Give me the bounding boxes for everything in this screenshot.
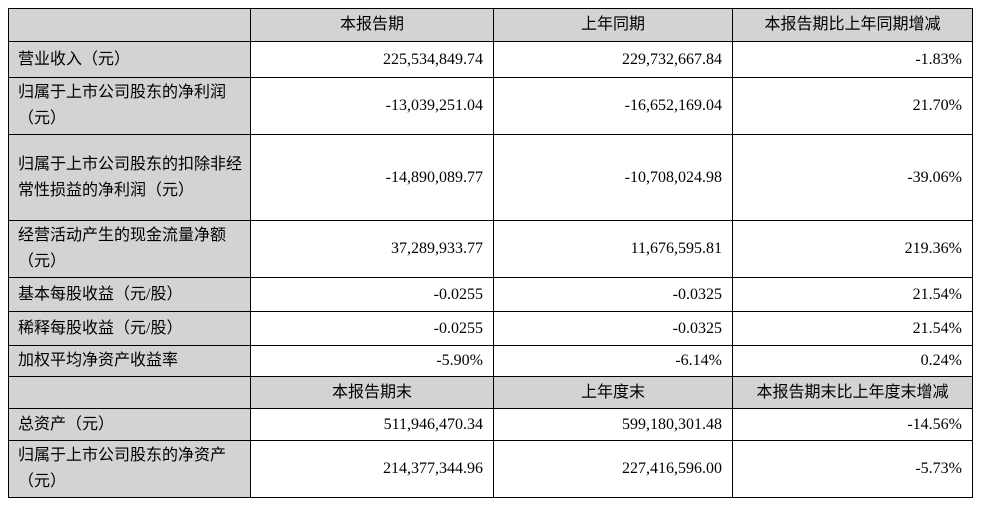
- prior-value: -10,708,024.98: [493, 134, 733, 221]
- period-end-header-row: 本报告期末 上年度末 本报告期末比上年度末增减: [8, 376, 973, 409]
- row-label: 经营活动产生的现金流量净额（元）: [8, 220, 251, 278]
- header-current-period: 本报告期: [250, 8, 494, 42]
- table-row-basic-eps: 基本每股收益（元/股） -0.0255 -0.0325 21.54%: [8, 277, 973, 312]
- row-label: 归属于上市公司股东的净利润（元）: [8, 77, 251, 135]
- change-value: 219.36%: [732, 220, 973, 278]
- prior-value: -0.0325: [493, 311, 733, 346]
- table-row-diluted-eps: 稀释每股收益（元/股） -0.0255 -0.0325 21.54%: [8, 311, 973, 346]
- row-label: 归属于上市公司股东的净资产（元）: [8, 440, 251, 498]
- table-row-net-profit: 归属于上市公司股东的净利润（元） -13,039,251.04 -16,652,…: [8, 77, 973, 135]
- table-row-net-profit-excl-nonrecurring: 归属于上市公司股东的扣除非经常性损益的净利润（元） -14,890,089.77…: [8, 134, 973, 221]
- period-header-row: 本报告期 上年同期 本报告期比上年同期增减: [8, 8, 973, 42]
- header-blank-cell: [8, 8, 251, 42]
- current-value: -13,039,251.04: [250, 77, 494, 135]
- row-label: 归属于上市公司股东的扣除非经常性损益的净利润（元）: [8, 134, 251, 221]
- prior-value: 229,732,667.84: [493, 41, 733, 78]
- header-current-period-end: 本报告期末: [250, 376, 494, 409]
- change-value: -5.73%: [732, 440, 973, 498]
- table-row-weighted-avg-roe: 加权平均净资产收益率 -5.90% -6.14% 0.24%: [8, 345, 973, 377]
- prior-value: 599,180,301.48: [493, 408, 733, 441]
- table-row-revenue: 营业收入（元） 225,534,849.74 229,732,667.84 -1…: [8, 41, 973, 78]
- prior-value: 11,676,595.81: [493, 220, 733, 278]
- change-value: -39.06%: [732, 134, 973, 221]
- row-label: 稀释每股收益（元/股）: [8, 311, 251, 346]
- current-value: -5.90%: [250, 345, 494, 377]
- row-label: 基本每股收益（元/股）: [8, 277, 251, 312]
- current-value: -0.0255: [250, 277, 494, 312]
- change-value: 21.54%: [732, 311, 973, 346]
- prior-value: -6.14%: [493, 345, 733, 377]
- current-value: 511,946,470.34: [250, 408, 494, 441]
- change-value: -1.83%: [732, 41, 973, 78]
- current-value: 37,289,933.77: [250, 220, 494, 278]
- header-blank-cell: [8, 376, 251, 409]
- header-period-change: 本报告期比上年同期增减: [732, 8, 973, 42]
- change-value: -14.56%: [732, 408, 973, 441]
- header-period-end-change: 本报告期末比上年度末增减: [732, 376, 973, 409]
- table-row-net-assets: 归属于上市公司股东的净资产（元） 214,377,344.96 227,416,…: [8, 440, 973, 498]
- current-value: 214,377,344.96: [250, 440, 494, 498]
- table-row-operating-cash-flow: 经营活动产生的现金流量净额（元） 37,289,933.77 11,676,59…: [8, 220, 973, 278]
- header-prior-year-end: 上年度末: [493, 376, 733, 409]
- change-value: 0.24%: [732, 345, 973, 377]
- prior-value: -0.0325: [493, 277, 733, 312]
- row-label: 营业收入（元）: [8, 41, 251, 78]
- change-value: 21.54%: [732, 277, 973, 312]
- row-label: 加权平均净资产收益率: [8, 345, 251, 377]
- prior-value: 227,416,596.00: [493, 440, 733, 498]
- current-value: 225,534,849.74: [250, 41, 494, 78]
- current-value: -14,890,089.77: [250, 134, 494, 221]
- prior-value: -16,652,169.04: [493, 77, 733, 135]
- current-value: -0.0255: [250, 311, 494, 346]
- header-prior-period: 上年同期: [493, 8, 733, 42]
- change-value: 21.70%: [732, 77, 973, 135]
- row-label: 总资产（元）: [8, 408, 251, 441]
- table-row-total-assets: 总资产（元） 511,946,470.34 599,180,301.48 -14…: [8, 408, 973, 441]
- financial-summary-table: 本报告期 上年同期 本报告期比上年同期增减 营业收入（元） 225,534,84…: [8, 8, 973, 498]
